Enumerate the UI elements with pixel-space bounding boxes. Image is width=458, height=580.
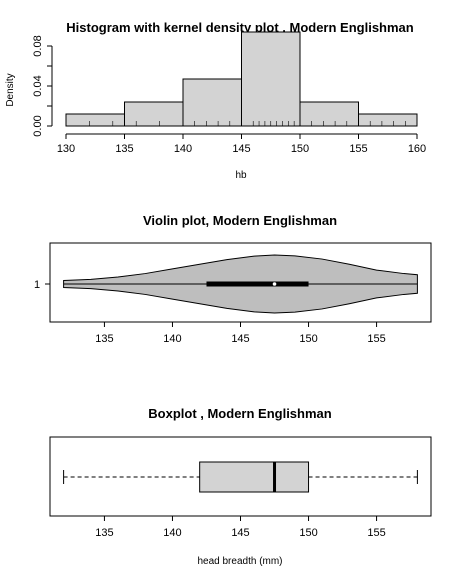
violin-x-tick-label: 155	[367, 333, 385, 345]
boxplot-x-tick-label: 135	[95, 527, 113, 539]
histogram-x-tick-label: 140	[174, 143, 192, 155]
histogram-bar	[299, 101, 359, 127]
histogram-bar	[124, 101, 184, 127]
histogram-y-tick-label: 0.04	[32, 75, 44, 96]
violin-median-point	[272, 282, 277, 286]
violin-x-tick-label: 135	[95, 333, 113, 345]
histogram-x-tick-label: 145	[232, 143, 250, 155]
boxplot-box	[199, 461, 310, 493]
histogram-x-tick-label: 160	[408, 143, 426, 155]
boxplot-x-tick-label: 155	[367, 527, 385, 539]
histogram-y-tick-label: 0.00	[32, 115, 44, 136]
histogram-bar	[65, 113, 125, 127]
histogram-bar	[358, 113, 418, 127]
histogram-x-tick-label: 155	[349, 143, 367, 155]
histogram-panel: Histogram with kernel density plot , Mod…	[5, 20, 426, 181]
violin-x-tick-label: 145	[231, 333, 249, 345]
boxplot-x-label: head breadth (mm)	[197, 556, 282, 567]
histogram-bar	[182, 78, 242, 127]
histogram-x-tick-label: 130	[57, 143, 75, 155]
histogram-x-label: hb	[235, 170, 247, 181]
boxplot-panel: Boxplot , Modern Englishman 135 140 145 150…	[49, 406, 432, 567]
boxplot-x-tick-label: 145	[231, 527, 249, 539]
histogram-title: Histogram with kernel density plot , Mod…	[66, 20, 413, 35]
boxplot-x-tick-label: 140	[163, 527, 181, 539]
violin-x-tick-label: 150	[299, 333, 317, 345]
violin-body	[63, 254, 418, 314]
violin-x-tick-label: 140	[163, 333, 181, 345]
violin-iqr-box	[206, 281, 309, 287]
histogram-x-axis: 130 135 140 145 150 155 160	[57, 133, 426, 155]
boxplot-x-tick-label: 150	[299, 527, 317, 539]
boxplot-title: Boxplot , Modern Englishman	[148, 406, 332, 421]
histogram-bar	[241, 31, 301, 127]
histogram-y-tick-label: 0.08	[32, 35, 44, 56]
histogram-y-axis: 0.00 0.04 0.08	[32, 35, 53, 137]
histogram-y-label: Density	[5, 73, 16, 106]
violin-panel: Violin plot, Modern Englishman 135 140 145…	[34, 213, 432, 345]
histogram-x-tick-label: 150	[291, 143, 309, 155]
histogram-rug	[89, 121, 406, 126]
violin-x-axis: 135 140 145 150 155	[95, 321, 386, 345]
histogram-x-tick-label: 135	[115, 143, 133, 155]
boxplot-x-axis: 135 140 145 150 155	[95, 515, 386, 539]
boxplot-body	[63, 461, 418, 493]
violin-title: Violin plot, Modern Englishman	[143, 213, 337, 228]
violin-y-tick-label: 1	[34, 279, 40, 291]
histogram-bars	[65, 31, 418, 127]
